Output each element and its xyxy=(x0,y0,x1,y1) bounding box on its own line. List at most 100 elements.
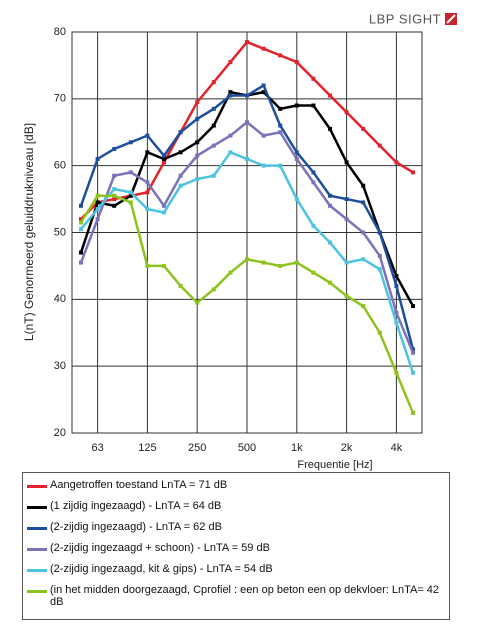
legend-item: (2-zijdig ingezaagd, kit & gips) - LnTA … xyxy=(27,563,445,575)
y-axis-label: L(nT) Genormeerd geluiddrukniveau [dB] xyxy=(22,123,36,341)
data-point xyxy=(344,160,349,165)
data-point xyxy=(128,190,133,195)
data-point xyxy=(145,150,150,155)
data-point xyxy=(328,280,332,285)
data-point xyxy=(361,200,366,205)
x-tick-label: 4k xyxy=(391,442,403,454)
data-point xyxy=(261,46,266,51)
data-point xyxy=(278,53,283,58)
data-point xyxy=(145,263,150,268)
legend-item: (1 zijdig ingezaagd) - LnTA = 64 dB xyxy=(27,500,445,512)
data-point xyxy=(228,93,233,98)
data-point xyxy=(411,410,415,415)
data-point xyxy=(112,173,117,178)
data-point xyxy=(261,163,266,168)
data-point xyxy=(195,140,200,145)
data-point xyxy=(211,123,216,128)
data-point xyxy=(211,173,216,178)
data-point xyxy=(178,283,183,288)
data-point xyxy=(361,126,366,131)
data-point xyxy=(361,230,366,235)
legend-item: (2-zijdig ingezaagd) - LnTA = 62 dB xyxy=(27,521,445,533)
legend-item: (in het midden doorgezaagd, Cprofiel : e… xyxy=(27,584,445,608)
legend-swatch xyxy=(27,485,47,488)
data-point xyxy=(377,253,382,258)
data-point xyxy=(411,170,415,175)
x-tick-label: 63 xyxy=(91,442,103,454)
x-tick-label: 250 xyxy=(188,442,206,454)
data-point xyxy=(195,300,200,305)
data-point xyxy=(112,197,117,202)
data-point xyxy=(211,287,216,292)
x-tick-label: 125 xyxy=(138,442,156,454)
data-point xyxy=(278,106,283,111)
data-point xyxy=(145,207,150,212)
data-point xyxy=(162,153,166,158)
data-point xyxy=(162,156,166,161)
data-point xyxy=(344,110,349,115)
data-point xyxy=(162,210,166,215)
y-tick-label: 40 xyxy=(54,293,66,305)
data-point xyxy=(211,80,216,85)
data-point xyxy=(344,260,349,265)
data-point xyxy=(394,320,399,325)
data-point xyxy=(245,156,249,161)
legend-swatch xyxy=(27,590,47,593)
y-tick-label: 50 xyxy=(54,226,66,238)
data-point xyxy=(211,143,216,148)
chart: LBP SIGHT L(nT) Genormeerd geluiddrukniv… xyxy=(22,11,457,471)
data-point xyxy=(178,183,183,188)
data-point xyxy=(145,180,150,185)
data-point xyxy=(112,203,117,208)
data-point xyxy=(228,270,233,275)
data-point xyxy=(328,93,332,98)
legend-item: Aangetroffen toestand LnTA = 71 dB xyxy=(27,479,445,491)
data-point xyxy=(261,83,266,88)
legend-label: (2-zijdig ingezaagd + schoon) - LnTA = 5… xyxy=(50,542,270,554)
data-point xyxy=(394,273,399,278)
legend-label: Aangetroffen toestand LnTA = 71 dB xyxy=(50,479,228,491)
data-point xyxy=(162,160,166,165)
data-point xyxy=(328,203,332,208)
data-point xyxy=(311,170,316,175)
data-point xyxy=(112,193,117,198)
legend-label: (in het midden doorgezaagd, Cprofiel : e… xyxy=(50,584,440,608)
data-point xyxy=(145,190,150,195)
logo: LBP SIGHT xyxy=(369,11,441,26)
legend-label: (2-zijdig ingezaagd) - LnTA = 62 dB xyxy=(50,521,222,533)
data-point xyxy=(128,200,133,205)
data-point xyxy=(95,193,100,198)
data-point xyxy=(328,193,332,198)
data-point xyxy=(328,240,332,245)
data-point xyxy=(162,203,166,208)
data-point xyxy=(228,150,233,155)
data-point xyxy=(261,90,266,95)
data-point xyxy=(377,143,382,148)
data-point xyxy=(278,123,283,128)
legend-swatch xyxy=(27,506,47,509)
x-tick-label: 500 xyxy=(238,442,256,454)
data-point xyxy=(377,230,382,235)
data-point xyxy=(79,203,83,208)
data-point xyxy=(344,293,349,298)
data-point xyxy=(162,263,166,268)
data-point xyxy=(95,200,100,205)
data-point xyxy=(278,263,283,268)
data-point xyxy=(294,260,299,265)
data-point xyxy=(245,93,249,98)
data-point xyxy=(361,304,366,309)
data-point xyxy=(128,170,133,175)
data-point xyxy=(361,183,366,188)
data-point xyxy=(95,156,100,161)
data-point xyxy=(294,103,299,108)
data-point xyxy=(411,350,415,355)
data-point xyxy=(377,267,382,272)
y-tick-label: 80 xyxy=(54,26,66,38)
data-point xyxy=(95,217,100,222)
y-tick-label: 70 xyxy=(54,93,66,105)
data-point xyxy=(195,116,200,121)
data-point xyxy=(128,140,133,145)
data-point xyxy=(394,310,399,315)
data-point xyxy=(112,146,117,151)
